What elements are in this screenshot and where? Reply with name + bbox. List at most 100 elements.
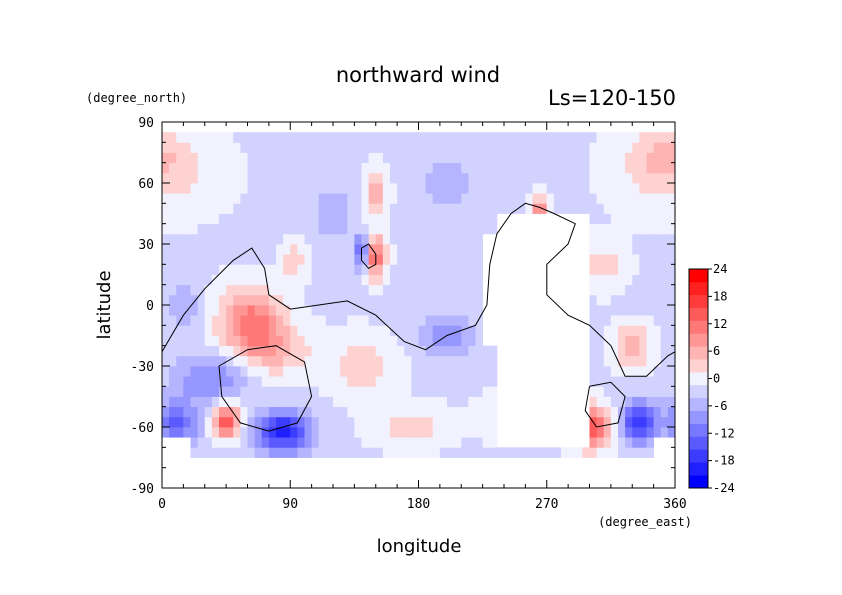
- field-cell: [411, 325, 419, 336]
- field-cell: [639, 335, 647, 347]
- field-cell: [240, 183, 248, 194]
- field-cell: [304, 447, 313, 458]
- field-cell: [461, 213, 469, 225]
- field-cell: [169, 223, 177, 235]
- field-cell: [418, 376, 427, 387]
- field-cell: [240, 264, 248, 275]
- field-cell: [454, 213, 462, 225]
- colorbar-swatch: [689, 397, 708, 411]
- field-cell: [361, 294, 370, 306]
- field-cell: [247, 376, 256, 387]
- field-cell: [283, 406, 291, 418]
- field-cell: [233, 233, 241, 245]
- field-cell: [268, 406, 277, 418]
- field-cell: [632, 406, 640, 418]
- field-cell: [496, 183, 505, 194]
- field-cell: [646, 294, 655, 306]
- field-cell: [211, 274, 220, 286]
- field-cell: [318, 172, 327, 184]
- field-cell: [596, 376, 605, 387]
- field-cell: [475, 203, 484, 214]
- field-cell: [183, 427, 191, 438]
- field-cell: [454, 284, 462, 296]
- field-cell: [625, 447, 633, 458]
- field-cell: [525, 132, 533, 143]
- field-cell: [632, 437, 640, 448]
- field-cell: [432, 203, 441, 214]
- field-cell: [304, 315, 313, 326]
- field-cell: [404, 183, 412, 194]
- field-cell: [190, 274, 199, 286]
- field-cell: [418, 274, 427, 286]
- field-cell: [603, 254, 612, 265]
- field-cell: [461, 132, 469, 143]
- field-cell: [632, 183, 640, 194]
- field-cell: [625, 355, 633, 367]
- field-cell: [589, 305, 598, 316]
- field-cell: [347, 447, 355, 458]
- field-cell: [482, 152, 491, 164]
- field-cell: [404, 406, 412, 418]
- field-cell: [318, 142, 327, 153]
- field-cell: [375, 416, 384, 428]
- field-cell: [439, 284, 448, 296]
- field-cell: [625, 132, 633, 143]
- field-cell: [382, 244, 391, 255]
- field-cell: [176, 152, 184, 164]
- field-cell: [311, 366, 320, 377]
- field-cell: [625, 376, 633, 387]
- field-cell: [447, 172, 455, 184]
- field-cell: [226, 325, 234, 336]
- field-cell: [333, 183, 341, 194]
- field-cell: [461, 396, 469, 408]
- field-cell: [176, 254, 184, 265]
- field-cell: [333, 152, 341, 164]
- field-cell: [304, 294, 313, 306]
- field-cell: [653, 386, 662, 397]
- field-cell: [618, 345, 626, 357]
- field-cell: [375, 152, 384, 164]
- field-cell: [660, 284, 669, 296]
- field-cell: [646, 223, 655, 235]
- field-cell: [418, 193, 427, 204]
- field-cell: [546, 162, 555, 174]
- field-cell: [404, 447, 412, 458]
- field-cell: [276, 376, 284, 387]
- field-cell: [276, 172, 284, 184]
- field-cell: [425, 223, 434, 235]
- field-cell: [375, 325, 384, 336]
- field-cell: [219, 223, 227, 235]
- field-cell: [589, 162, 598, 174]
- field-cell: [219, 305, 227, 316]
- field-cell: [447, 244, 455, 255]
- field-cell: [311, 325, 320, 336]
- field-cell: [261, 213, 270, 225]
- field-cell: [653, 345, 662, 357]
- field-cell: [539, 142, 548, 153]
- field-cell: [660, 233, 669, 245]
- field-cell: [382, 447, 391, 458]
- field-cell: [261, 152, 270, 164]
- field-cell: [304, 223, 313, 235]
- field-cell: [454, 172, 462, 184]
- field-cell: [610, 447, 619, 458]
- field-cell: [197, 274, 206, 286]
- field-cell: [610, 437, 619, 448]
- field-cell: [268, 396, 277, 408]
- field-cell: [404, 254, 412, 265]
- field-cell: [347, 213, 355, 225]
- field-cell: [454, 437, 462, 448]
- field-cell: [247, 152, 256, 164]
- field-cell: [439, 183, 448, 194]
- field-cell: [653, 396, 662, 408]
- field-cell: [304, 183, 313, 194]
- field-cell: [411, 244, 419, 255]
- field-cell: [625, 386, 633, 397]
- field-cell: [632, 305, 640, 316]
- contour-line: [218, 345, 313, 432]
- field-cell: [439, 366, 448, 377]
- field-cell: [646, 193, 655, 204]
- field-cell: [411, 183, 419, 194]
- field-cell: [233, 274, 241, 286]
